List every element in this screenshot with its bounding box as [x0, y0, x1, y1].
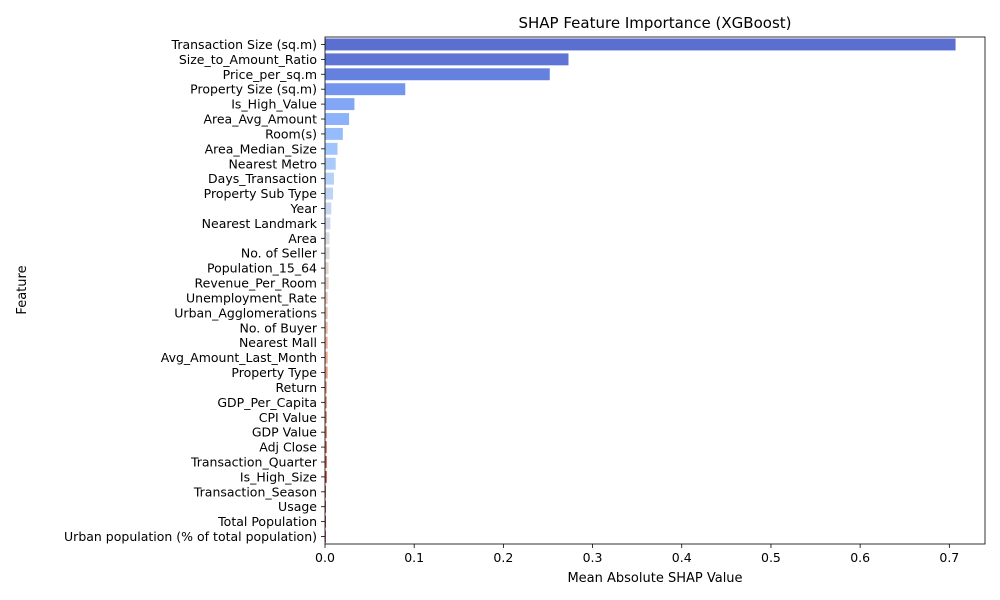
bar	[325, 485, 326, 498]
y-tick-label: No. of Buyer	[240, 320, 318, 335]
y-tick-label: Property Size (sq.m)	[190, 82, 317, 97]
bar	[325, 411, 327, 424]
bar	[325, 321, 328, 334]
bar	[325, 187, 334, 200]
x-ticks: 0.0 0.1 0.2 0.3 0.4 0.5 0.6 0.7	[315, 544, 959, 565]
bar	[325, 217, 331, 230]
bar	[325, 202, 332, 215]
y-tick-label: Urban_Agglomerations	[174, 305, 317, 320]
y-tick-label: Transaction_Season	[193, 484, 317, 499]
y-tick-label: Property Type	[231, 365, 317, 380]
bar	[325, 470, 327, 483]
bar	[325, 500, 326, 513]
y-tick-label: Adj Close	[259, 440, 317, 455]
x-tick-label: 0.7	[939, 550, 959, 565]
bar	[325, 98, 355, 111]
bar	[325, 441, 327, 454]
y-tick-label: Usage	[278, 499, 317, 514]
y-tick-label: Population_15_64	[207, 261, 317, 276]
y-tick-label: Area_Avg_Amount	[203, 112, 317, 127]
y-tick-label: GDP Value	[252, 425, 317, 440]
x-tick-label: 0.2	[493, 550, 513, 565]
y-tick-label: Nearest Mall	[239, 335, 317, 350]
bar	[325, 456, 327, 468]
y-tick-label: Nearest Metro	[228, 156, 317, 171]
y-tick-label: Transaction Size (sq.m)	[171, 37, 317, 52]
bar	[325, 262, 329, 275]
bar	[325, 277, 329, 290]
bar	[325, 336, 328, 349]
y-tick-label: Unemployment_Rate	[186, 290, 317, 305]
y-tick-label: Is_High_Size	[240, 469, 317, 484]
x-tick-label: 0.6	[850, 550, 870, 565]
bar	[325, 247, 330, 260]
y-tick-label: Urban population (% of total population)	[64, 529, 317, 544]
y-tick-label: Total Population	[217, 514, 317, 529]
y-tick-label: Avg_Amount_Last_Month	[161, 350, 317, 365]
y-tick-label: Price_per_sq.m	[223, 67, 317, 82]
bar	[325, 113, 350, 125]
y-tick-label: Area_Median_Size	[205, 141, 318, 156]
y-tick-label: Nearest Landmark	[202, 216, 318, 231]
y-tick-label: No. of Seller	[241, 246, 318, 261]
bar	[325, 157, 336, 170]
bar	[325, 53, 569, 66]
bar	[325, 83, 406, 96]
bar	[325, 142, 338, 155]
x-axis-label: Mean Absolute SHAP Value	[567, 571, 742, 586]
x-tick-label: 0.4	[672, 550, 692, 565]
bar	[325, 366, 328, 379]
bar	[325, 68, 550, 81]
y-tick-label: Return	[276, 380, 317, 395]
y-tick-label: Room(s)	[265, 126, 317, 141]
y-tick-label: GDP_Per_Capita	[217, 395, 317, 410]
y-tick-label: Revenue_Per_Room	[195, 276, 317, 291]
x-tick-label: 0.5	[761, 550, 781, 565]
y-tick-label: Days_Transaction	[208, 171, 317, 186]
bar	[325, 351, 328, 364]
plot-frame	[324, 36, 986, 545]
y-tick-label: Property Sub Type	[204, 186, 318, 201]
x-tick-label: 0.1	[404, 550, 424, 565]
bars-group	[325, 38, 956, 543]
bar	[325, 426, 327, 439]
bar	[325, 515, 326, 528]
y-tick-label: Year	[290, 201, 318, 216]
y-axis-label: Feature	[15, 265, 30, 314]
bar	[325, 172, 334, 185]
y-tick-label: Transaction_Quarter	[190, 454, 318, 469]
y-tick-label: Size_to_Amount_Ratio	[179, 52, 317, 67]
bar	[325, 306, 328, 319]
bar	[325, 232, 330, 245]
bar	[325, 396, 327, 409]
x-tick-label: 0.0	[315, 550, 335, 565]
y-tick-label: Is_High_Value	[231, 97, 317, 112]
x-tick-label: 0.3	[583, 550, 603, 565]
plot-border	[324, 36, 986, 545]
bar	[325, 38, 956, 51]
y-tick-label: Area	[288, 231, 317, 246]
bar	[325, 127, 343, 140]
chart-title: SHAP Feature Importance (XGBoost)	[519, 14, 792, 32]
y-tick-labels: Transaction Size (sq.m)Size_to_Amount_Ra…	[64, 37, 325, 544]
bar	[325, 291, 328, 304]
y-tick-label: CPI Value	[259, 410, 318, 425]
bar	[325, 381, 327, 394]
